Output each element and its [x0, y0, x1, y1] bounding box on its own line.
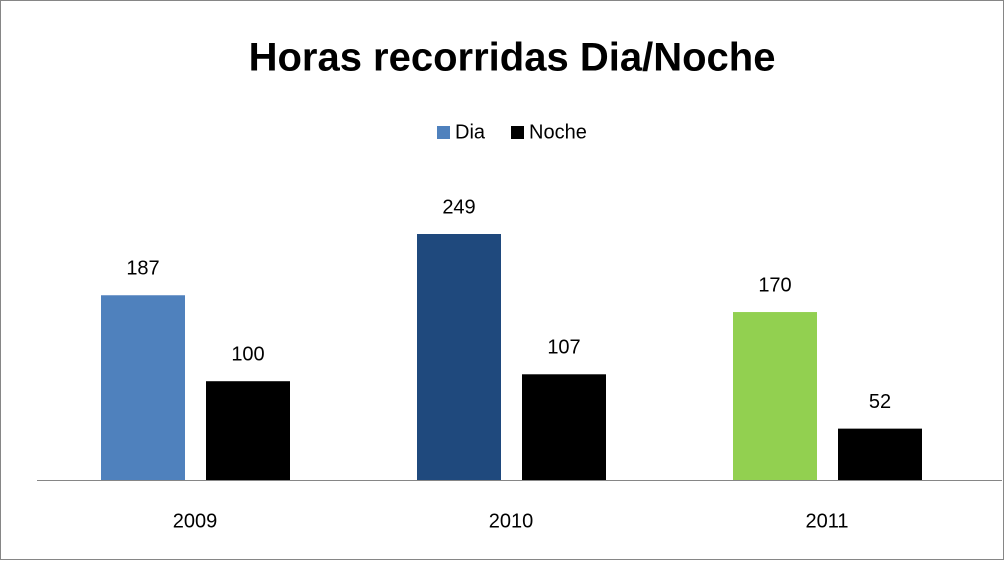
bar — [417, 234, 501, 480]
data-label: 170 — [758, 274, 791, 296]
data-label: 107 — [547, 337, 580, 359]
legend-swatch — [511, 126, 524, 139]
x-tick-label: 2010 — [489, 510, 534, 532]
data-label: 52 — [869, 391, 891, 413]
legend-swatch — [437, 126, 450, 139]
legend-label: Dia — [455, 121, 486, 143]
data-label: 249 — [442, 196, 475, 218]
x-tick-label: 2011 — [805, 510, 848, 532]
x-tick-label: 2009 — [173, 510, 218, 532]
bar — [101, 295, 185, 480]
bar — [522, 374, 606, 480]
legend-label: Noche — [529, 121, 587, 143]
data-label: 187 — [126, 258, 159, 280]
bar — [206, 381, 290, 480]
bar — [733, 312, 817, 480]
data-label: 100 — [231, 343, 264, 365]
chart-title: Horas recorridas Dia/Noche — [249, 36, 776, 80]
bar — [838, 428, 922, 480]
